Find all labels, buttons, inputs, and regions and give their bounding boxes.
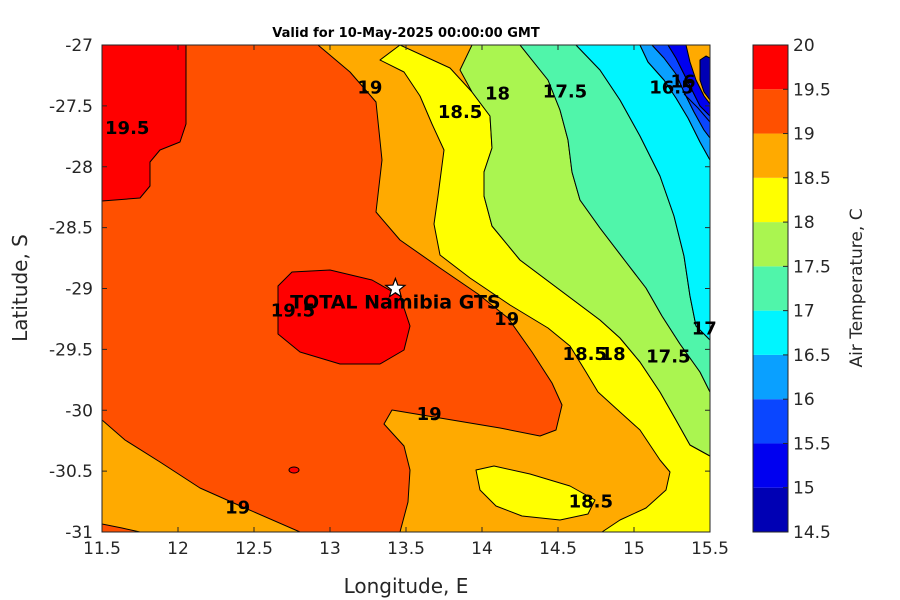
colorbar-tick-label: 19.5 <box>793 80 831 100</box>
band-19.5-20-dot <box>288 466 300 474</box>
x-tick-label: 14 <box>471 539 493 559</box>
y-tick-label: -28.5 <box>49 219 93 239</box>
colorbar-tick-label: 15 <box>793 479 815 499</box>
colorbar-tick-label: 19 <box>793 125 815 145</box>
band-15-15.5 <box>667 45 710 117</box>
contour-label: 18 <box>485 84 510 105</box>
x-tick-label: 14.5 <box>539 539 577 559</box>
y-tick-label: -30 <box>65 401 93 421</box>
colorbar-tick-label: 16 <box>793 390 815 410</box>
x-tick-label: 13 <box>319 539 341 559</box>
contour-label: 17 <box>692 319 717 340</box>
chart-title: Valid for 10-May-2025 00:00:00 GMT <box>272 26 540 41</box>
colorbar-tick-label: 18.5 <box>793 169 831 189</box>
colorbar-tick-label: 16.5 <box>793 346 831 366</box>
colorbar-tick-label: 20 <box>793 36 815 56</box>
colorbar-tick-label: 17.5 <box>793 257 831 277</box>
colorbar-segment <box>753 222 788 267</box>
contour-label: 16 <box>670 72 695 93</box>
x-tick-label: 11.5 <box>83 539 121 559</box>
colorbar-segment <box>753 443 788 488</box>
x-axis: 11.5 12 12.5 13 13.5 14 14.5 15 15.5 <box>83 45 729 559</box>
x-tick-label: 15.5 <box>691 539 729 559</box>
contour-label: 17.5 <box>543 81 587 102</box>
colorbar-tick-label: 15.5 <box>793 434 831 454</box>
x-axis-label: Longitude, E <box>344 574 469 598</box>
contour-label: 18 <box>601 344 626 365</box>
colorbar-segment <box>753 399 788 444</box>
y-tick-label: -27 <box>65 36 93 56</box>
colorbar-segment <box>753 45 788 90</box>
contour-label: 18.5 <box>563 344 607 365</box>
colorbar-segment <box>753 177 788 223</box>
band-19-19.5-corner <box>102 523 141 532</box>
contour-label: 16.5 <box>649 78 693 99</box>
colorbar-segment <box>753 310 788 355</box>
contour-label: 19 <box>417 404 442 425</box>
star-icon <box>384 276 407 298</box>
contour-field <box>102 45 710 532</box>
colorbar-tick-label: 17 <box>793 302 815 322</box>
x-tick-label: 12 <box>167 539 189 559</box>
band-19.5-20-center <box>277 269 411 365</box>
x-tick-label: 15 <box>623 539 645 559</box>
y-tick-label: -29.5 <box>49 340 93 360</box>
colorbar-segment <box>753 487 788 532</box>
y-tick-label: -27.5 <box>49 97 93 117</box>
contour-label: 19 <box>225 498 250 519</box>
site-label: TOTAL Namibia GTS <box>290 292 501 314</box>
colorbar-frame <box>752 44 789 533</box>
contour-label: 19 <box>494 309 519 330</box>
contour-label: 18.5 <box>438 102 482 123</box>
y-tick-label: -29 <box>65 280 93 300</box>
band-18-18.5-pocket <box>475 465 596 521</box>
site-marker: TOTAL Namibia GTS <box>290 276 501 314</box>
contour-label: 19.5 <box>271 300 315 321</box>
colorbar-segment <box>753 354 788 400</box>
y-axis-label: Latitude, S <box>8 234 32 342</box>
contour-label: 19.5 <box>105 118 149 139</box>
contour-label: 19 <box>357 78 382 99</box>
contour-line-16-edge <box>683 93 710 123</box>
colorbar: 14.5 15 15.5 16 16.5 17 17.5 18 18.5 19 19.5 20 <box>752 36 831 543</box>
colorbar-label: Air Temperature, C <box>847 208 867 367</box>
colorbar-segment <box>753 133 788 178</box>
band-19.5-20-left <box>102 45 187 202</box>
colorbar-segment <box>753 89 788 134</box>
colorbar-segment <box>753 266 788 311</box>
colorbar-tick-label: 18 <box>793 213 815 233</box>
band-14.5-15 <box>699 55 710 101</box>
x-tick-label: 13.5 <box>387 539 425 559</box>
y-tick-label: -30.5 <box>49 462 93 482</box>
contour-label: 17.5 <box>646 347 690 368</box>
contour-label: 18.5 <box>569 492 613 513</box>
y-tick-label: -31 <box>65 523 93 543</box>
y-axis: -27 -27.5 -28 -28.5 -29 -29.5 -30 -30.5 -31 <box>49 36 710 543</box>
x-tick-label: 12.5 <box>235 539 273 559</box>
y-tick-label: -28 <box>65 158 93 178</box>
colorbar-tick-label: 14.5 <box>793 523 831 543</box>
